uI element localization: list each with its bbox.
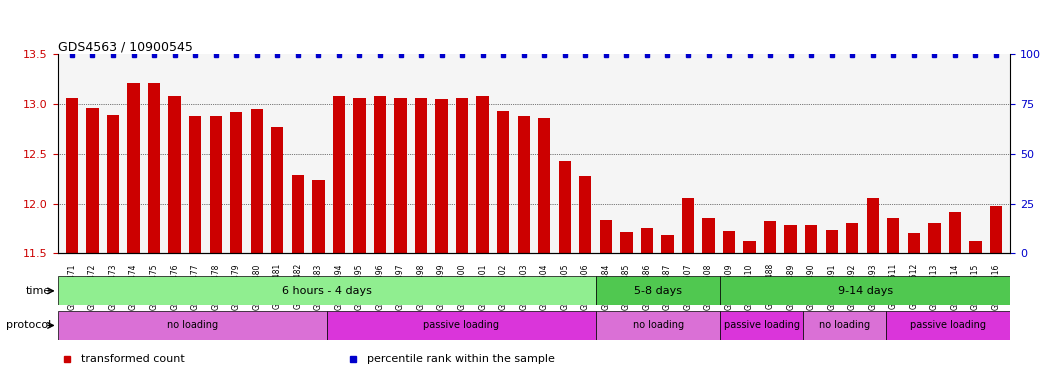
- Bar: [415, 98, 427, 253]
- Bar: [333, 96, 346, 253]
- Bar: [784, 225, 797, 253]
- Bar: [949, 212, 961, 253]
- Bar: [538, 118, 551, 253]
- Bar: [455, 98, 468, 253]
- Text: no loading: no loading: [166, 320, 218, 331]
- Bar: [436, 99, 448, 253]
- Text: 9-14 days: 9-14 days: [838, 286, 893, 296]
- Bar: [271, 127, 284, 253]
- Bar: [989, 205, 1002, 253]
- Bar: [908, 233, 920, 253]
- Text: no loading: no loading: [632, 320, 684, 331]
- Bar: [867, 197, 878, 253]
- Bar: [190, 116, 201, 253]
- FancyBboxPatch shape: [58, 276, 596, 305]
- FancyBboxPatch shape: [720, 276, 1010, 305]
- Bar: [517, 116, 530, 253]
- Text: passive loading: passive loading: [423, 320, 499, 331]
- Bar: [107, 115, 119, 253]
- Bar: [579, 175, 592, 253]
- Bar: [620, 232, 632, 253]
- FancyBboxPatch shape: [596, 276, 720, 305]
- Text: transformed count: transformed count: [82, 354, 185, 364]
- Bar: [970, 242, 982, 253]
- Bar: [353, 98, 365, 253]
- Text: passive loading: passive loading: [723, 320, 800, 331]
- Bar: [743, 242, 756, 253]
- Bar: [764, 222, 776, 253]
- Text: no loading: no loading: [819, 320, 870, 331]
- Bar: [825, 230, 838, 253]
- Bar: [169, 96, 181, 253]
- Bar: [250, 109, 263, 253]
- FancyBboxPatch shape: [596, 311, 720, 340]
- FancyBboxPatch shape: [58, 311, 327, 340]
- Bar: [395, 98, 406, 253]
- Bar: [703, 218, 715, 253]
- Bar: [805, 225, 818, 253]
- Text: protocol: protocol: [6, 320, 51, 331]
- Text: time: time: [26, 286, 51, 296]
- Bar: [846, 223, 859, 253]
- FancyBboxPatch shape: [720, 311, 803, 340]
- Bar: [374, 96, 386, 253]
- Bar: [209, 116, 222, 253]
- Bar: [682, 197, 694, 253]
- FancyBboxPatch shape: [886, 311, 1010, 340]
- Text: 6 hours - 4 days: 6 hours - 4 days: [282, 286, 372, 296]
- Bar: [497, 111, 509, 253]
- Bar: [476, 96, 489, 253]
- Bar: [662, 235, 673, 253]
- Bar: [600, 220, 612, 253]
- Bar: [722, 232, 735, 253]
- Bar: [148, 83, 160, 253]
- Bar: [230, 112, 243, 253]
- Bar: [66, 98, 79, 253]
- Bar: [559, 161, 571, 253]
- Bar: [312, 180, 325, 253]
- FancyBboxPatch shape: [327, 311, 596, 340]
- Bar: [292, 175, 304, 253]
- Bar: [128, 83, 139, 253]
- Bar: [929, 223, 940, 253]
- Text: GDS4563 / 10900545: GDS4563 / 10900545: [58, 41, 193, 54]
- Bar: [887, 218, 899, 253]
- Text: passive loading: passive loading: [910, 320, 986, 331]
- Bar: [641, 228, 653, 253]
- Text: 5-8 days: 5-8 days: [634, 286, 683, 296]
- Text: percentile rank within the sample: percentile rank within the sample: [367, 354, 555, 364]
- Bar: [86, 108, 98, 253]
- FancyBboxPatch shape: [803, 311, 886, 340]
